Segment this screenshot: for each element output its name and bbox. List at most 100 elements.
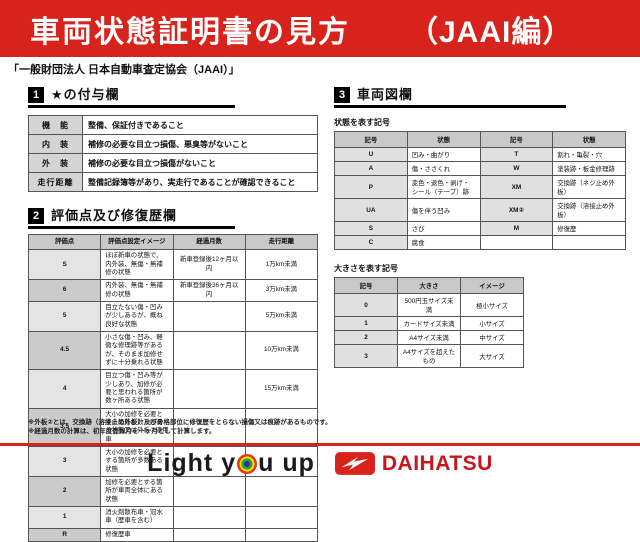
table-cell: XM② (479, 198, 554, 222)
table-cell: A4サイズを超えたもの (397, 344, 461, 368)
footer-logos: Light y u up DAIHATSU (0, 447, 640, 480)
table-cell: 塗装跡・板金修理跡 (552, 161, 626, 176)
table-cell: 外 装 (28, 153, 83, 173)
table-cell: 整備記録簿等があり、実走行であることが確認できること (82, 172, 318, 192)
table-header-row: 記号 状態 記号 状態 (334, 131, 626, 148)
table-cell (172, 475, 246, 507)
state-symbols-table: 記号 状態 記号 状態 U 凹み・曲がり T 割れ・亀裂・穴 A 傷・ささくれ W 塗装跡・板金修理… (334, 131, 626, 250)
table-cell: R (27, 527, 102, 542)
table-cell: 補修の必要な目立つ損傷がないこと (82, 153, 318, 173)
footnote-line: ※外板②とは、交換跡（溶接止め外板）及び骨格部位に修復歴をとらない損傷又は痕跡が… (28, 419, 332, 426)
table-cell: U (334, 147, 408, 162)
table-cell: XM (479, 175, 554, 199)
table-cell: 交換跡（ネジ止め外板） (552, 175, 626, 199)
table-cell: ほぼ新車の状態で、内外装、無傷・無補修の状態 (100, 249, 174, 281)
table-cell: 内 装 (28, 134, 83, 154)
table-cell: 4.5 (27, 330, 102, 371)
page-title-edition: （JAAI編） (408, 15, 574, 49)
section3-header: 3 車両図欄 (334, 84, 566, 108)
table-row: 1 消火剤散布車・冠水車（歴車を含む） (27, 505, 319, 529)
table-cell: 4 (27, 369, 102, 409)
column-header: イメージ (460, 277, 524, 294)
star-criteria-table: 機 能整備、保証付きであること内 装補修の必要な目立つ損傷、悪臭等がないこと外 … (28, 115, 318, 192)
table-cell: 小サイズ (460, 316, 524, 331)
table-cell: 0 (334, 293, 398, 317)
table-cell: C (334, 235, 408, 250)
table-cell (244, 475, 319, 507)
table-cell: 整備、保証付きであること (82, 115, 318, 135)
table-cell: 極小サイズ (460, 293, 524, 317)
title-banner: 車両状態証明書の見方 （JAAI編） (0, 0, 640, 57)
table-cell: P (334, 175, 408, 199)
table-cell (244, 505, 319, 529)
table-cell (552, 235, 626, 250)
table-row: 機 能整備、保証付きであること (28, 115, 318, 135)
column-header: 経過月数 (172, 233, 246, 251)
table-cell: A4サイズ未満 (397, 330, 461, 345)
table-cell: 大サイズ (460, 344, 524, 368)
table-cell (172, 505, 246, 529)
footer-divider (0, 443, 640, 446)
table-cell (244, 407, 319, 447)
table-cell: 大小の加修を必要とする箇所が数ヶ所ある状態又は外板②適用車 (100, 407, 174, 447)
table-cell: T (479, 147, 554, 162)
table-row: 6 内外装、無傷・無補修の状態 新車登録後36ヶ月以内 3万km未満 (27, 279, 319, 302)
table-row: 3.5 大小の加修を必要とする箇所が数ヶ所ある状態又は外板②適用車 (27, 407, 319, 447)
size-symbols-label: 大きさを表す記号 (334, 264, 398, 273)
table-row: 0 500円玉サイズ未満 極小サイズ (334, 293, 524, 317)
table-cell (172, 527, 246, 542)
table-cell: 6 (27, 279, 102, 302)
column-header: 状態 (552, 131, 626, 148)
column-header: 記号 (334, 131, 408, 148)
table-cell: 小さな傷・凹み、軽微な修理跡等があるが、そのまま加修せずに十分乗れる状態 (100, 330, 174, 371)
table-row: UA 傷を伴う凹み XM② 交換跡（溶接止め外板） (334, 198, 626, 222)
table-cell: 1 (334, 316, 398, 331)
table-cell: 10万km未満 (244, 330, 319, 371)
section1-header: 1 ★の付与欄 (28, 84, 235, 108)
column-header: 走行距離 (244, 233, 319, 251)
table-row: 2 加修を必要とする箇所が車両全体にある状態 (27, 475, 319, 507)
table-cell: 500円玉サイズ未満 (397, 293, 461, 317)
slogan-text-right: u up (258, 449, 315, 477)
table-cell: 割れ・亀裂・穴 (552, 147, 626, 162)
table-cell: A (334, 161, 408, 176)
table-row: R 修復歴車 (27, 527, 319, 542)
table-cell: 3.5 (27, 407, 102, 447)
table-cell: 3万km未満 (244, 279, 319, 302)
section3-title: 車両図欄 (357, 87, 414, 102)
section1-title: ★の付与欄 (51, 87, 120, 102)
table-header-row: 評価点 評価点設定イメージ 経過月数 走行距離 (27, 233, 319, 251)
table-cell: 凹み・曲がり (406, 147, 481, 162)
section3-number-badge: 3 (334, 87, 350, 103)
section2-number-badge: 2 (28, 208, 44, 224)
table-cell: 修復歴 (552, 221, 626, 236)
column-header: 評価点 (27, 233, 102, 251)
table-cell: 3 (27, 445, 102, 477)
evaluation-score-table: 評価点 評価点設定イメージ 経過月数 走行距離 S ほぼ新車の状態で、内外装、無傷・無補… (27, 233, 319, 542)
footnotes: ※外板②とは、交換跡（溶接止め外板）及び骨格部位に修復歴をとらない損傷又は痕跡が… (28, 418, 332, 436)
table-row: 3 A4サイズを超えたもの 大サイズ (334, 344, 524, 368)
table-cell: M (479, 221, 554, 236)
slogan-text-left: Light y (147, 449, 237, 477)
table-cell: 5万km未満 (244, 300, 319, 332)
table-row: 3 大小の加修を必要とする箇所が多数ある状態 (27, 445, 319, 477)
table-cell: 傷・ささくれ (406, 161, 481, 176)
column-header: 記号 (479, 131, 554, 148)
target-icon (237, 453, 258, 474)
column-header: 記号 (334, 277, 398, 294)
table-cell: UA (334, 198, 408, 222)
table-row: 内 装補修の必要な目立つ損傷、悪臭等がないこと (28, 134, 318, 154)
table-row: P 変色・退色・剥げ・シール（テープ）跡 XM 交換跡（ネジ止め外板） (334, 175, 626, 199)
daihatsu-d-mark-icon (334, 452, 375, 475)
daihatsu-logo: DAIHATSU (334, 451, 493, 476)
table-cell (244, 527, 319, 542)
table-cell: 3 (334, 344, 398, 368)
section1-number-badge: 1 (28, 87, 44, 103)
table-cell: 消火剤散布車・冠水車（歴車を含む） (100, 505, 174, 529)
table-cell: 走行距離 (28, 172, 83, 192)
column-header: 評価点設定イメージ (100, 233, 174, 251)
daihatsu-wordmark: DAIHATSU (381, 451, 493, 475)
table-cell: 目立たない傷・凹みが少しあるが、概ね良好な状態 (100, 300, 174, 332)
section2-title: 評価点及び修復歴欄 (51, 208, 178, 223)
table-header-row: 記号 大きさ イメージ (334, 277, 524, 294)
